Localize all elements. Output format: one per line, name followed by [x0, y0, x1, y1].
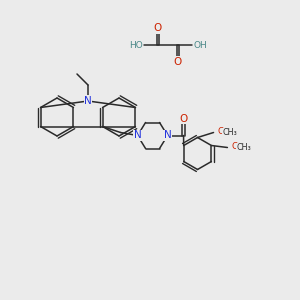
Text: O: O: [174, 57, 182, 67]
Text: O: O: [218, 127, 224, 136]
Text: N: N: [164, 130, 171, 140]
Text: CH₃: CH₃: [236, 143, 251, 152]
Text: O: O: [154, 23, 162, 33]
Text: HO: HO: [129, 40, 143, 50]
Text: O: O: [231, 142, 239, 151]
Text: N: N: [84, 96, 92, 106]
Text: N: N: [134, 130, 141, 140]
Text: O: O: [179, 113, 188, 124]
Text: CH₃: CH₃: [223, 128, 237, 137]
Text: OH: OH: [193, 40, 207, 50]
